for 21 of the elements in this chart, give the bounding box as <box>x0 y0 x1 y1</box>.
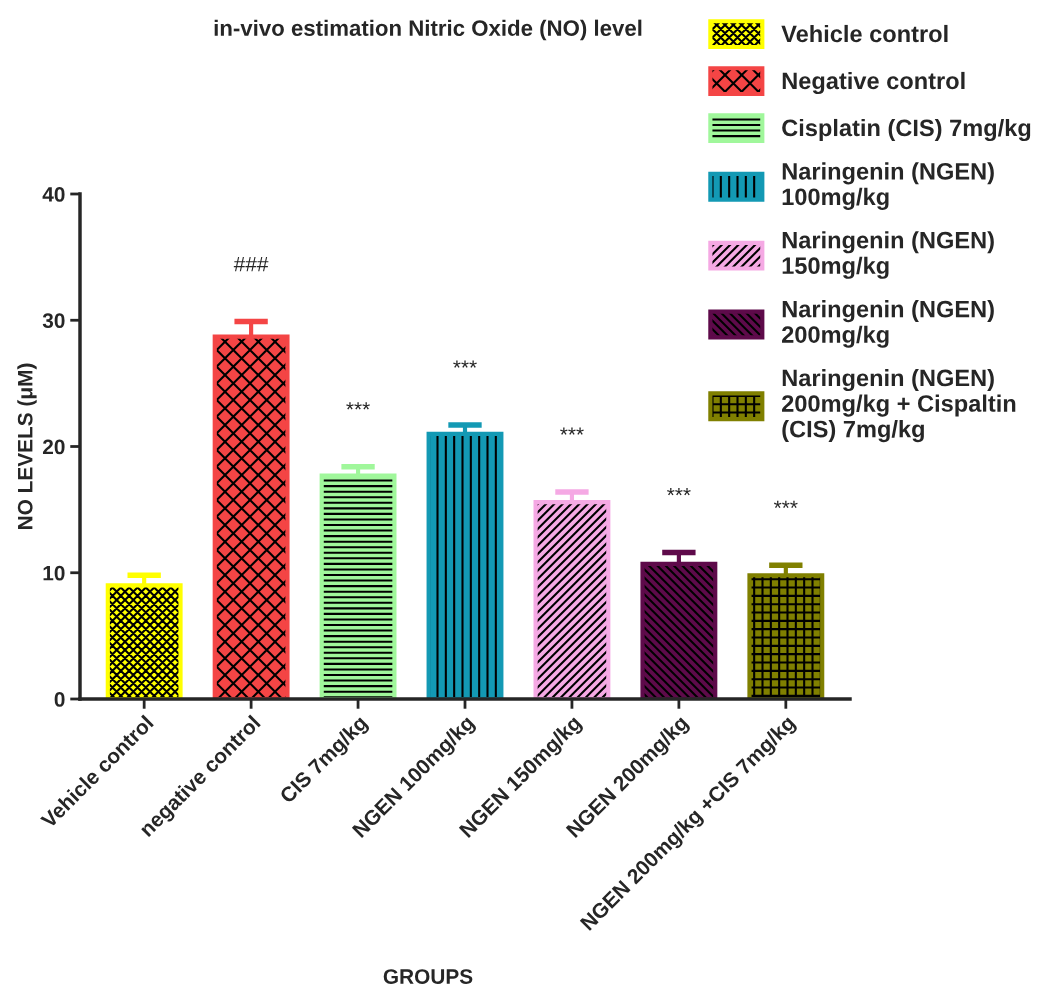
annotation: *** <box>346 402 370 410</box>
annotation: *** <box>667 488 691 496</box>
y-tick-label: 40 <box>42 187 65 202</box>
annotation: *** <box>453 360 477 368</box>
legend-label: Negative control <box>782 71 965 95</box>
legend-label: Vehicle control <box>781 24 948 43</box>
annotation: ### <box>233 257 269 272</box>
y-tick-label: 10 <box>43 565 65 581</box>
annotation: *** <box>774 500 798 508</box>
x-axis-title: GROUPS <box>383 969 473 984</box>
chart-title: in-vivo estimation Nitric Oxide (NO) level <box>214 19 642 41</box>
legend-label: Naringenin (NGEN) 100mg/kg <box>782 162 994 210</box>
y-tick-label: 30 <box>42 313 65 329</box>
y-tick-label: 0 <box>54 692 65 707</box>
y-tick-label: 20 <box>42 439 65 455</box>
legend-label: Naringenin (NGEN) 200mg/kg <box>782 300 994 348</box>
annotation: *** <box>560 427 584 435</box>
legend-label: Cisplatin (CIS) 7mg/kg <box>782 118 1031 142</box>
legend-label: Naringenin (NGEN) 200mg/kg + Cispaltin (CIS) 7mg/kg <box>782 368 1016 443</box>
y-axis-title: NO LEVELS (μM) <box>17 363 37 530</box>
legend-label: Naringenin (NGEN) 150mg/kg <box>782 231 994 279</box>
